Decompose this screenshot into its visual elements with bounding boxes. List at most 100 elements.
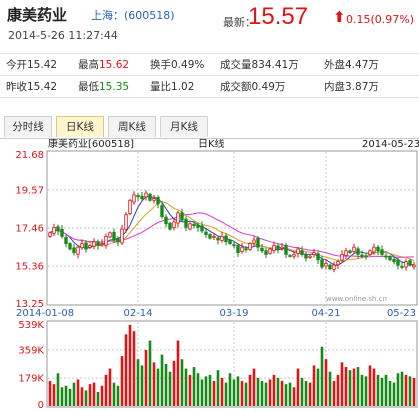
volume-bar — [400, 371, 404, 406]
quote-label: 最低 — [78, 81, 99, 93]
candles — [48, 190, 416, 273]
quote-cell-high: 最高15.62 — [72, 53, 144, 76]
volume-bar — [244, 382, 248, 406]
candle-body — [52, 226, 56, 234]
tab-daily-k[interactable]: 日K线 — [56, 116, 104, 137]
volume-bar — [264, 382, 268, 406]
volume-bar — [188, 374, 192, 406]
volume-bar — [136, 359, 140, 406]
price-tick-label: 13.25 — [15, 299, 44, 310]
volume-bar — [404, 374, 408, 406]
volume-plot-frame — [46, 320, 418, 408]
volume-bar — [60, 387, 64, 406]
tab-intraday[interactable]: 分时线 — [4, 116, 52, 137]
volume-tick-label: 179K — [18, 374, 44, 385]
volume-tick-label: 359K — [18, 346, 44, 357]
watermark: www.online.sh.cn — [326, 295, 387, 303]
volume-bar — [172, 360, 176, 406]
exchange-code: 上海：(600518) — [91, 9, 175, 22]
quote-label: 换手 — [150, 59, 171, 71]
candle-body — [72, 247, 76, 254]
volume-bar — [292, 387, 296, 406]
candle-body — [200, 225, 204, 232]
candle-body — [328, 264, 332, 270]
candle-body — [88, 244, 92, 248]
volume-bar — [196, 373, 200, 406]
axis-labels: 21.68 19.57 17.46 15.36 13.25 539K 359K 179K 0 20… — [15, 150, 416, 409]
date-tick-label: 04-21 — [311, 308, 340, 319]
chart-tabs: 分时线 日K线 周K线 月K线 — [0, 116, 419, 139]
quote-value: 0.49万 — [251, 81, 286, 93]
candle-body — [80, 243, 84, 249]
candle-body — [248, 243, 252, 250]
candle-body — [196, 224, 200, 228]
quote-value: 15.42 — [27, 81, 58, 93]
volume-bar — [276, 377, 280, 406]
quote-cell-amount: 成交额0.49万 — [214, 75, 318, 98]
tab-weekly-k[interactable]: 周K线 — [108, 116, 156, 137]
candle-body — [188, 223, 192, 230]
volume-bar — [356, 367, 360, 406]
tab-monthly-k[interactable]: 月K线 — [160, 116, 208, 137]
volume-bar — [228, 373, 232, 406]
candle-body — [400, 265, 404, 268]
ma-line-ma5 — [49, 196, 415, 266]
volume-bar — [236, 376, 240, 406]
candle-body — [216, 237, 220, 241]
kline-chart: 康美药业[600518] 日K线 2014-05-23 21.68 19.57 17… — [15, 139, 419, 409]
price-change: 0.15(0.97%) — [346, 13, 415, 26]
candle-body — [292, 254, 296, 257]
volume-bar — [412, 377, 416, 406]
candle-body — [92, 241, 96, 247]
candle-body — [408, 260, 412, 266]
candle-body — [412, 264, 416, 268]
volume-bar — [332, 381, 336, 406]
volume-bar — [84, 390, 88, 406]
volume-bar — [108, 368, 112, 406]
volume-bar — [56, 373, 60, 406]
quote-label: 最高 — [78, 59, 99, 71]
volume-bar — [240, 381, 244, 406]
candle-body — [148, 193, 152, 201]
candle-body — [156, 197, 160, 205]
quote-label: 成交额 — [220, 81, 252, 93]
candle-body — [96, 241, 100, 246]
latest-price: 15.57 — [248, 3, 309, 30]
candle-body — [300, 250, 304, 255]
quote-cell-turnover: 换手0.49% — [144, 53, 214, 76]
volume-bar — [396, 373, 400, 406]
quote-label: 内盘 — [324, 81, 345, 93]
grid — [48, 152, 416, 406]
volume-tick-label: 0 — [38, 400, 44, 409]
up-arrow-icon: ⬆ — [333, 8, 346, 26]
quote-cell-inner: 内盘3.87万 — [318, 75, 419, 98]
volume-bar — [376, 374, 380, 406]
volume-bar — [200, 379, 204, 406]
moving-averages — [49, 196, 415, 266]
candle-body — [380, 249, 384, 255]
volume-bar — [204, 376, 208, 406]
quote-cell-volume-ratio: 量比1.02 — [144, 75, 214, 98]
chart-end-date: 2014-05-23 — [362, 139, 419, 150]
candle-body — [224, 235, 228, 243]
candle-body — [384, 255, 388, 258]
candle-body — [176, 212, 180, 224]
quote-label: 量比 — [150, 81, 171, 93]
candle-body — [160, 205, 164, 217]
volume-bar — [368, 365, 372, 406]
date-tick-label: 02-14 — [123, 308, 152, 319]
candle-body — [324, 263, 328, 267]
volume-bar — [124, 334, 128, 406]
volume-bar — [280, 381, 284, 406]
quote-value: 0.49% — [171, 59, 205, 71]
price-tick-label: 15.36 — [15, 261, 44, 272]
candle-body — [152, 198, 156, 201]
quote-datetime: 2014-5-26 11:27:44 — [8, 29, 118, 42]
quote-cell-outer: 外盘4.47万 — [318, 53, 419, 76]
candle-body — [252, 239, 256, 244]
volume-bar — [272, 374, 276, 406]
candle-body — [388, 256, 392, 261]
candle-body — [256, 237, 260, 248]
candle-body — [104, 235, 108, 246]
candle-body — [240, 246, 244, 252]
